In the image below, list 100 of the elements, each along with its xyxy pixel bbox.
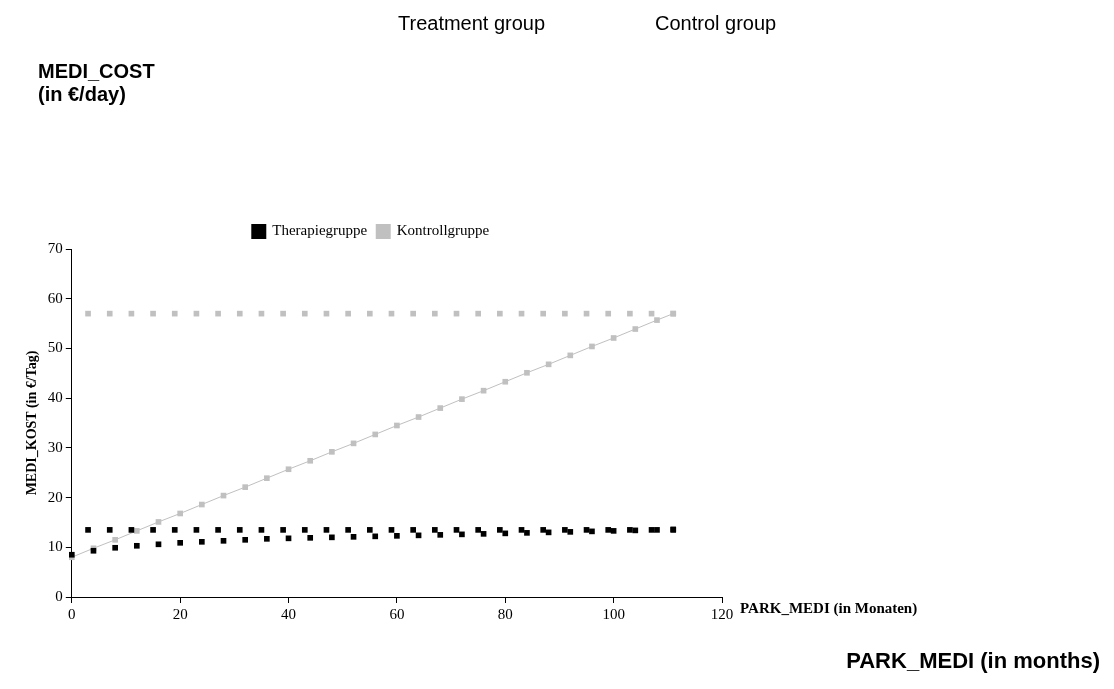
y-tick-label: 10 [47, 538, 63, 555]
point [329, 534, 335, 541]
text: Treatment group [398, 12, 546, 35]
point [502, 378, 509, 385]
point [475, 310, 481, 317]
point [258, 527, 265, 533]
point [432, 527, 438, 533]
point [627, 310, 633, 317]
point [567, 352, 574, 359]
point [453, 527, 460, 533]
point [524, 369, 530, 376]
point [459, 396, 465, 402]
point [654, 317, 660, 323]
x-tick-label: 120 [710, 605, 734, 622]
point [106, 527, 113, 533]
point [437, 405, 444, 411]
point [540, 310, 547, 317]
y-tick-label: 30 [47, 438, 63, 455]
point [567, 529, 574, 535]
point [301, 310, 308, 317]
point [388, 527, 395, 533]
x-tick-label: 40 [281, 605, 297, 622]
point [627, 527, 633, 533]
point [150, 310, 156, 317]
point [128, 527, 135, 533]
point [610, 528, 617, 534]
point [605, 310, 612, 317]
point [632, 326, 639, 332]
point [497, 527, 503, 533]
point [85, 310, 91, 317]
point [437, 532, 444, 538]
point [220, 537, 227, 544]
x-tick-label: 80 [497, 605, 513, 622]
point [350, 534, 357, 540]
point [242, 484, 249, 490]
point [264, 536, 270, 542]
point [410, 310, 416, 317]
point [648, 527, 655, 533]
point [133, 528, 140, 534]
point [432, 310, 438, 317]
point [562, 310, 568, 317]
point [193, 527, 200, 533]
legend-label: Kontrollgruppe [396, 222, 490, 239]
y-tick-label: 0 [55, 587, 63, 604]
point [171, 527, 178, 533]
text: PARK_MEDI (in months) [846, 648, 1100, 674]
point [285, 466, 292, 473]
x-tick-label: 60 [389, 605, 405, 622]
point [670, 527, 677, 533]
point [264, 475, 270, 482]
point [345, 310, 351, 317]
point [583, 527, 590, 533]
point [280, 527, 286, 533]
point [112, 537, 118, 543]
text: MEDI_COST (in €/day) [38, 60, 156, 106]
point [372, 431, 379, 438]
y-tick-label: 60 [47, 289, 63, 306]
point [394, 533, 400, 539]
point [155, 541, 162, 548]
x-tick-label: 20 [172, 605, 188, 622]
text: Control group [655, 12, 777, 35]
point [518, 527, 525, 533]
y-tick-label: 50 [47, 339, 63, 356]
legend-label: Therapiegruppe [272, 222, 368, 239]
point [366, 310, 373, 317]
point [177, 539, 183, 546]
point [307, 535, 314, 541]
point [372, 533, 379, 540]
point [415, 414, 422, 420]
point [610, 335, 617, 341]
point [112, 544, 118, 551]
point [540, 527, 547, 533]
point [106, 310, 113, 317]
point [480, 387, 487, 394]
point [394, 422, 400, 429]
point [199, 538, 205, 545]
point [323, 527, 330, 533]
point [215, 310, 221, 317]
point [459, 531, 465, 538]
point [345, 527, 351, 533]
x-tick-label: 0 [68, 605, 76, 622]
point [654, 527, 660, 533]
x-axis-title: PARK_MEDI (in Monaten) [740, 599, 918, 617]
point [480, 531, 487, 537]
point [497, 310, 503, 317]
point [236, 310, 243, 317]
point [150, 527, 156, 533]
y-tick-label: 40 [47, 389, 63, 406]
point [280, 310, 286, 317]
point [475, 527, 481, 533]
point [199, 501, 205, 508]
point [171, 310, 178, 317]
point [562, 527, 568, 533]
point [524, 530, 530, 536]
point [155, 519, 162, 525]
point [366, 527, 373, 533]
y-tick-label: 20 [47, 488, 63, 505]
point [307, 457, 314, 464]
point [85, 527, 91, 533]
point [410, 527, 416, 533]
